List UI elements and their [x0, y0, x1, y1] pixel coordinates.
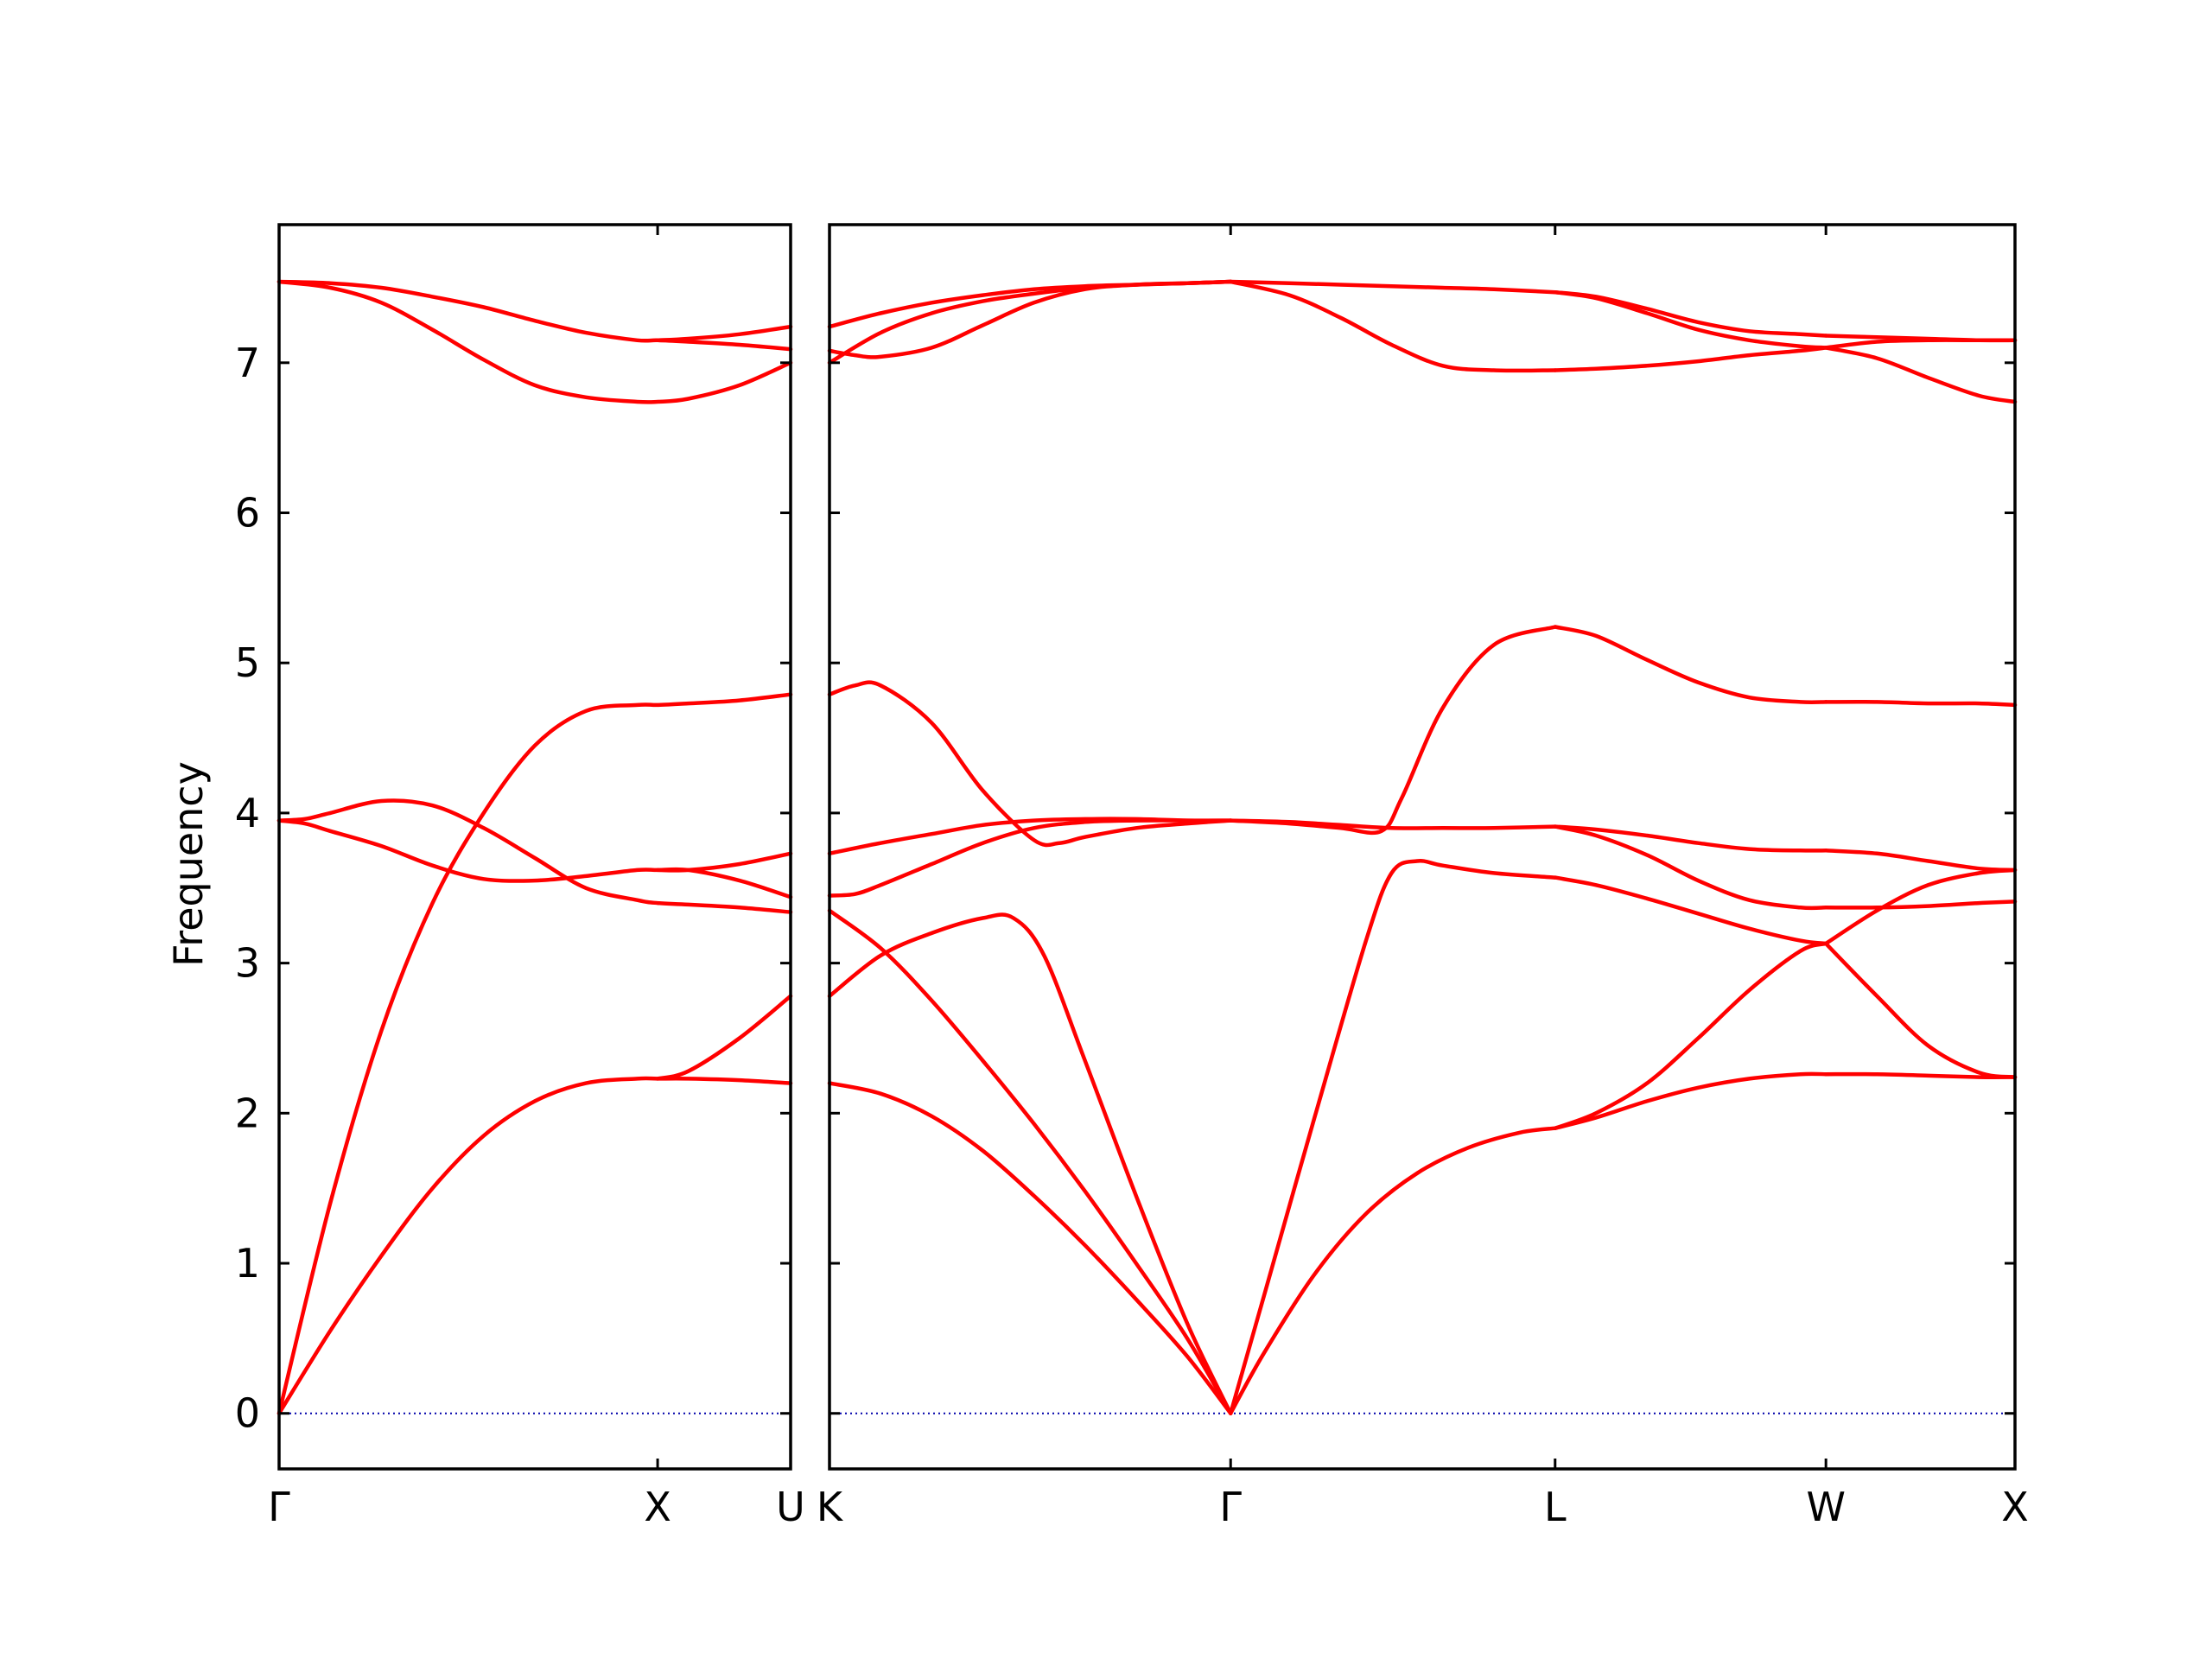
band-line-9 [827, 279, 1233, 329]
x-tick-label: Γ [268, 1484, 290, 1530]
band-line-1 [276, 1076, 793, 1415]
band-line-22 [1553, 346, 1828, 372]
band-line-16 [1553, 941, 1828, 1130]
band-line-15 [1228, 279, 1558, 295]
band-line-19 [1553, 824, 1828, 911]
band-line-33 [1823, 334, 2018, 343]
band-line-26 [1823, 941, 2018, 1079]
y-tick-label: 5 [235, 639, 260, 686]
band-line-5 [827, 818, 1233, 898]
band-line-2 [276, 692, 793, 1415]
band-line-9 [655, 324, 793, 343]
band-line-2 [827, 908, 1233, 1415]
panels-layer: Γ X U K Γ L W X 0 1 2 3 4 5 6 7 [235, 223, 2029, 1530]
band-line-5 [276, 279, 793, 352]
x-tick-label: K [817, 1484, 844, 1530]
y-tick-label: 2 [235, 1090, 260, 1136]
band-line-4 [827, 680, 1233, 848]
y-axis-label: Frequency [165, 761, 212, 967]
band-line-20 [1553, 824, 1828, 853]
plot-frame [828, 223, 2017, 1471]
band-line-10 [1228, 858, 1558, 1415]
band-line-7 [655, 994, 793, 1081]
band-line-13 [1228, 818, 1558, 830]
band-line-8 [827, 279, 1233, 365]
y-tick-label: 1 [235, 1240, 260, 1287]
band-line-25 [1823, 868, 2018, 946]
x-tick-label: X [2001, 1484, 2029, 1530]
band-line-3 [827, 912, 1233, 1415]
x-tick-label: X [644, 1484, 671, 1530]
band-line-1 [827, 1081, 1233, 1415]
x-tick-label: L [1544, 1484, 1567, 1530]
x-tick-label: Γ [1219, 1484, 1242, 1530]
band-line-6 [827, 817, 1233, 856]
band-line-8 [655, 851, 793, 873]
band-line-11 [1228, 1126, 1558, 1415]
plot-frame [277, 223, 792, 1471]
band-line-12 [1228, 625, 1558, 836]
band-line-24 [1553, 289, 1828, 338]
y-tick-label: 7 [235, 340, 260, 386]
y-tick-label: 4 [235, 790, 260, 836]
band-line-27 [1823, 899, 2018, 910]
band-line-21 [1553, 625, 1828, 705]
y-tick-label: 3 [235, 940, 260, 987]
band-line-14 [1228, 279, 1558, 373]
band-line-17 [1553, 1071, 1828, 1130]
band-line-28 [1823, 849, 2018, 873]
band-line-6 [276, 279, 793, 404]
band-line-3 [276, 798, 793, 914]
y-tick-label: 6 [235, 490, 260, 537]
band-line-31 [1823, 346, 2018, 404]
y-tick-label: 0 [235, 1390, 260, 1437]
x-tick-label: U [776, 1484, 805, 1530]
band-line-18 [1553, 875, 1828, 946]
x-tick-label: W [1806, 1484, 1845, 1530]
band-line-29 [1823, 1071, 2018, 1079]
band-line-30 [1823, 700, 2018, 708]
